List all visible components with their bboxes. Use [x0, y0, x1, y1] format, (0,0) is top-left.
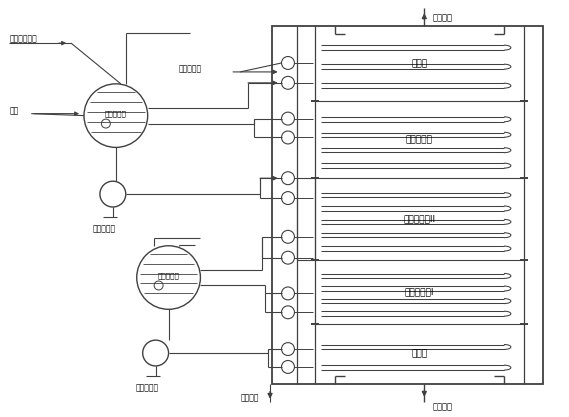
Text: 省煏器: 省煏器 [411, 59, 427, 68]
Text: 過熱蝉汽: 過熱蝉汽 [240, 393, 259, 402]
Circle shape [101, 119, 110, 128]
Circle shape [154, 281, 163, 290]
Text: 給水: 給水 [9, 106, 19, 115]
Circle shape [282, 131, 294, 144]
Circle shape [143, 340, 168, 366]
Bar [297, 178, 315, 260]
Circle shape [282, 287, 294, 300]
Text: 低在居和蝉汽: 低在居和蝉汽 [9, 35, 37, 44]
Circle shape [84, 84, 148, 148]
Circle shape [282, 76, 294, 89]
Text: 煙氣出口: 煙氣出口 [432, 14, 452, 23]
Circle shape [282, 230, 294, 243]
Text: 熱水循環泵: 熱水循環泵 [136, 383, 159, 392]
Text: 高在蝉發器I: 高在蝉發器I [405, 287, 434, 296]
Text: 高在蝉發器II: 高在蝉發器II [403, 214, 435, 224]
Circle shape [282, 172, 294, 185]
Text: 低在蝉汽包: 低在蝉汽包 [105, 111, 127, 117]
Circle shape [282, 360, 294, 373]
Circle shape [282, 306, 294, 319]
Circle shape [282, 192, 294, 204]
Circle shape [282, 251, 294, 264]
Text: 過熱器: 過熱器 [411, 349, 427, 359]
Bar [272, 26, 543, 384]
Circle shape [137, 246, 200, 309]
Circle shape [100, 181, 126, 207]
Circle shape [282, 343, 294, 356]
Text: 煙氣進口: 煙氣進口 [432, 402, 452, 411]
Text: 低在蝉發器: 低在蝉發器 [406, 135, 433, 144]
Circle shape [282, 112, 294, 125]
Text: 熱水循環泵: 熱水循環泵 [93, 224, 116, 234]
Text: 高在蝉汽包: 高在蝉汽包 [158, 272, 179, 279]
Text: 除氧器給水: 除氧器給水 [179, 65, 201, 73]
Circle shape [282, 57, 294, 70]
